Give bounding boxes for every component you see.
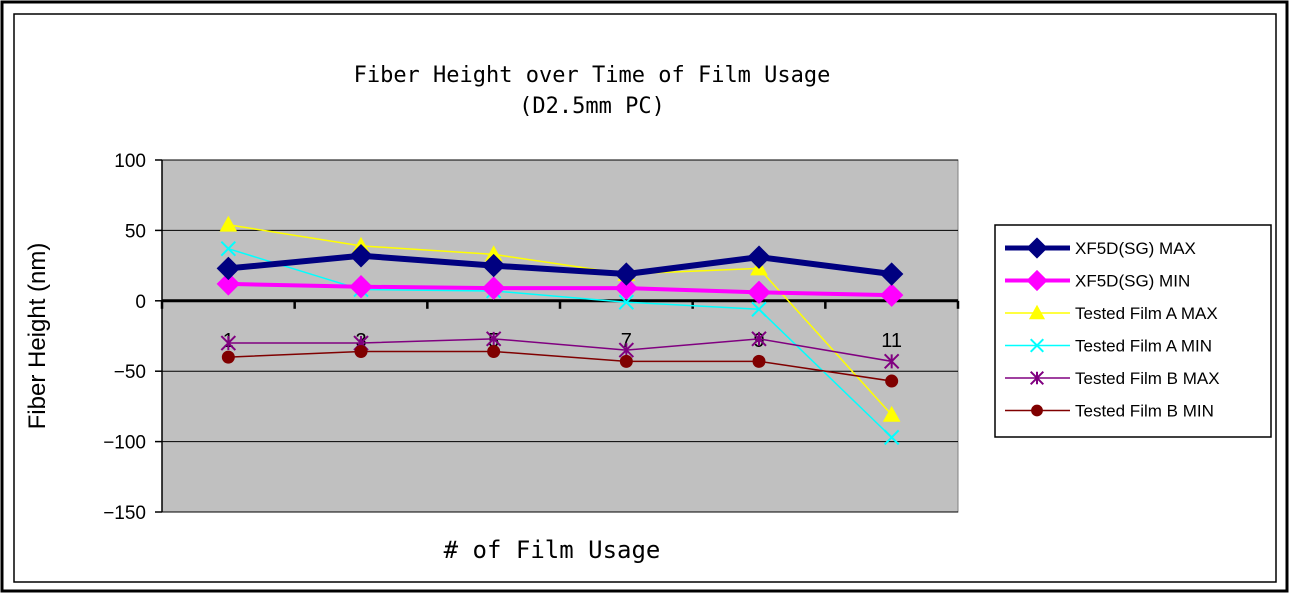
legend-entry: Tested Film A MAX	[1005, 304, 1218, 323]
legend-label: Tested Film A MAX	[1075, 304, 1218, 323]
data-point	[747, 280, 771, 305]
data-point	[219, 215, 238, 232]
series-xf5d-sg-max	[216, 244, 904, 286]
data-point	[349, 275, 373, 299]
legend-label: XF5D(SG) MAX	[1075, 239, 1196, 258]
data-point	[481, 253, 506, 278]
x-tick-label: 11	[881, 330, 902, 352]
data-point	[619, 354, 633, 368]
plot-area	[161, 159, 959, 513]
series-line	[228, 338, 892, 363]
legend-label: Tested Film A MIN	[1075, 337, 1212, 356]
data-point	[751, 331, 767, 347]
series-line	[228, 281, 892, 298]
y-axis-label: Fiber Height (nm)	[24, 243, 51, 430]
series-line	[228, 252, 893, 278]
data-point	[883, 353, 900, 370]
legend-entry: Tested Film B MAX	[1005, 369, 1220, 388]
series-xf5d-sg-min	[216, 272, 904, 307]
legend-label: XF5D(SG) MIN	[1075, 272, 1190, 291]
y-axis: 100 50 0 −50 −100 −150	[103, 151, 163, 524]
legend-marker	[1029, 338, 1045, 353]
data-point	[220, 335, 237, 351]
legend-marker	[1026, 237, 1048, 259]
data-point	[220, 240, 237, 257]
data-point	[485, 331, 502, 347]
series-tested-film-b-max	[220, 331, 900, 370]
legend: XF5D(SG) MAX XF5D(SG) MIN Tested Film A MA…	[1005, 237, 1220, 421]
data-point	[882, 405, 901, 422]
data-point	[354, 344, 368, 358]
legend-label: Tested Film B MAX	[1075, 369, 1220, 388]
data-point	[349, 244, 373, 268]
data-point	[883, 429, 900, 446]
y-tick-label: −50	[114, 362, 146, 383]
data-point	[618, 294, 635, 310]
legend-entry: Tested Film B MIN	[1005, 402, 1214, 421]
legend-entry: Tested Film A MIN	[1005, 337, 1212, 356]
legend-marker	[1031, 404, 1043, 417]
data-point	[487, 344, 501, 358]
data-point	[879, 262, 904, 286]
legend-marker	[1028, 304, 1046, 320]
y-tick-label: 100	[114, 151, 146, 172]
data-point	[614, 276, 639, 300]
data-point	[885, 374, 899, 388]
x-tick-label: 7	[621, 330, 632, 352]
data-point	[751, 301, 767, 317]
data-point	[879, 283, 904, 307]
series-layer	[216, 215, 904, 446]
legend-marker	[1026, 269, 1048, 292]
series-line	[228, 350, 892, 382]
y-tick-label: −150	[103, 503, 146, 524]
series-line	[228, 247, 893, 438]
y-tick-label: −100	[103, 433, 146, 454]
chart-title: Fiber Height over Time of Film Usage	[354, 63, 831, 88]
data-point	[221, 350, 235, 364]
y-tick-label: 0	[135, 292, 146, 313]
data-point	[481, 276, 506, 300]
data-point	[216, 256, 241, 281]
x-axis-label: # of Film Usage	[444, 536, 661, 564]
legend-entry: XF5D(SG) MIN	[1005, 269, 1190, 292]
y-tick-label: 50	[125, 221, 146, 242]
data-point	[747, 245, 771, 269]
grid-layer	[162, 159, 958, 513]
legend-marker	[1029, 370, 1045, 386]
data-point	[614, 262, 639, 286]
data-point	[618, 342, 635, 358]
data-point	[216, 272, 241, 296]
series-tested-film-b-min	[221, 344, 899, 388]
legend-box	[994, 224, 1272, 438]
legend-entry: XF5D(SG) MAX	[1005, 237, 1196, 259]
data-point	[752, 354, 766, 368]
legend-label: Tested Film B MIN	[1075, 402, 1214, 421]
chart-subtitle: (D2.5mm PC)	[519, 94, 665, 119]
